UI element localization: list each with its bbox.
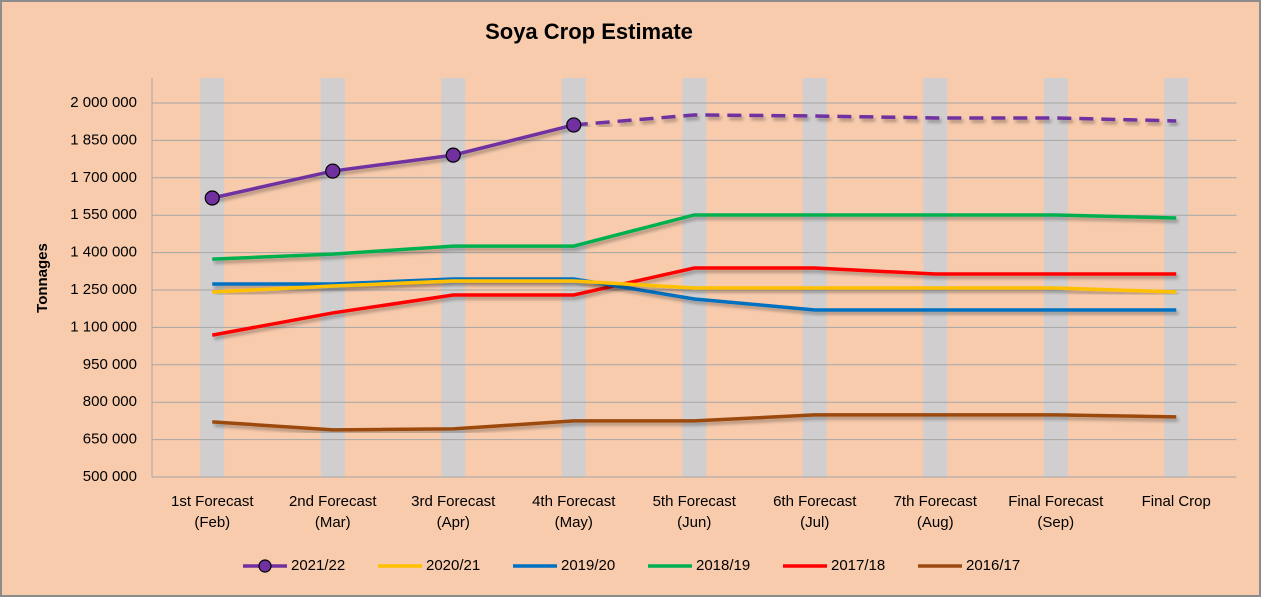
x-tick-label: 5th Forecast: [653, 493, 737, 510]
series-line: [211, 123, 575, 200]
category-band: [1043, 78, 1068, 477]
category-band: [802, 78, 827, 477]
x-tick-label: (Mar): [315, 514, 351, 531]
y-tick-label: 650 000: [83, 431, 137, 448]
x-tick-label: (Jun): [677, 514, 711, 531]
series-marker: [325, 163, 341, 179]
series-line: [212, 213, 1177, 261]
x-tick-label: 6th Forecast: [773, 493, 857, 510]
legend-label: 2020/21: [426, 557, 480, 574]
y-tick-label: 1 100 000: [70, 318, 137, 335]
category-band: [923, 78, 948, 477]
series-line: [573, 113, 1177, 127]
x-tick-label: 1st Forecast: [171, 493, 254, 510]
x-tick-label: 4th Forecast: [532, 493, 616, 510]
category-band: [682, 78, 707, 477]
y-tick-label: 1 850 000: [70, 131, 137, 148]
x-tick-label: (May): [555, 514, 593, 531]
y-tick-label: 2 000 000: [70, 94, 137, 111]
x-tick-label: Final Forecast: [1008, 493, 1104, 510]
legend-label: 2017/18: [831, 557, 885, 574]
x-tick-label: 2nd Forecast: [289, 493, 377, 510]
category-band: [1164, 78, 1189, 477]
series-marker: [204, 190, 220, 206]
y-tick-label: 800 000: [83, 393, 137, 410]
series-marker: [566, 117, 582, 133]
legend-label: 2018/19: [696, 557, 750, 574]
series-line: [211, 266, 1177, 337]
y-axis-label: Tonnages: [34, 243, 51, 313]
legend-label: 2019/20: [561, 557, 615, 574]
y-tick-label: 500 000: [83, 468, 137, 485]
category-band: [200, 78, 225, 477]
chart-title: Soya Crop Estimate: [485, 19, 693, 44]
x-tick-label: 7th Forecast: [894, 493, 978, 510]
x-tick-label: Final Crop: [1142, 493, 1211, 510]
y-tick-label: 1 700 000: [70, 169, 137, 186]
x-tick-label: (Jul): [800, 514, 829, 531]
legend-label: 2021/22: [291, 557, 345, 574]
legend-marker: [258, 559, 272, 573]
x-tick-label: (Apr): [437, 514, 470, 531]
y-tick-label: 950 000: [83, 356, 137, 373]
x-tick-label: (Sep): [1037, 514, 1074, 531]
y-tick-label: 1 400 000: [70, 244, 137, 261]
y-tick-label: 1 250 000: [70, 281, 137, 298]
legend-label: 2016/17: [966, 557, 1020, 574]
x-tick-label: (Feb): [194, 514, 230, 531]
y-tick-label: 1 550 000: [70, 206, 137, 223]
x-tick-label: 3rd Forecast: [411, 493, 496, 510]
x-tick-label: (Aug): [917, 514, 954, 531]
category-band: [320, 78, 345, 477]
series-line: [212, 277, 1177, 312]
series-marker: [445, 147, 461, 163]
series-line: [212, 279, 1177, 294]
series-line: [212, 413, 1177, 432]
